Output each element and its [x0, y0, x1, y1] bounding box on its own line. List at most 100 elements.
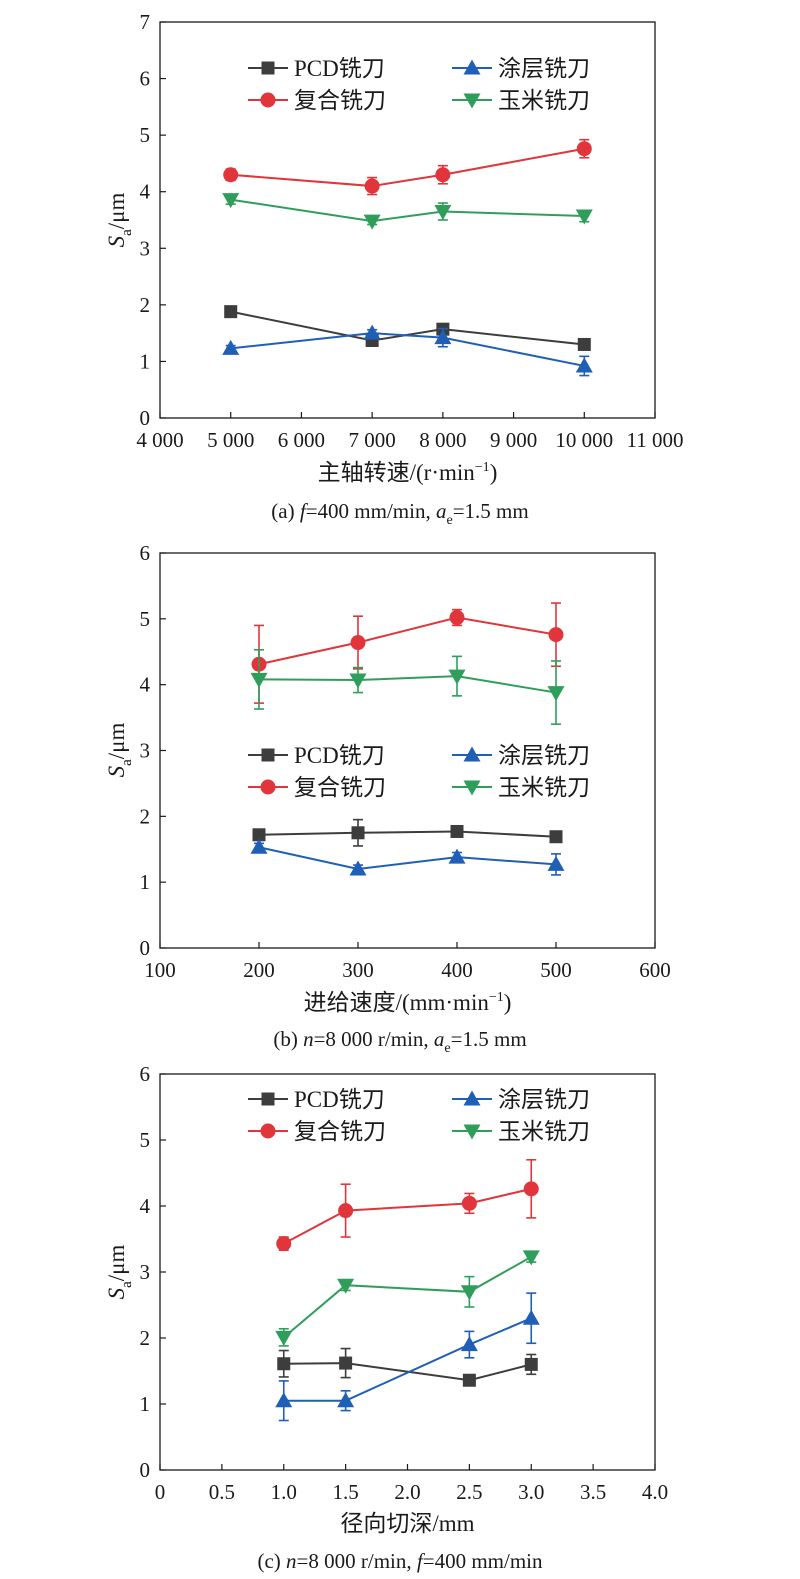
panel-a: 4 000 5 000 6 000 7 000 8 000 9 000 10 000 11 0…: [104, 10, 683, 528]
legend-marker: [260, 779, 276, 795]
y-tick-label: 6: [140, 67, 151, 91]
x-axis-label-superscript: −1: [489, 990, 504, 1005]
caption-var2: f: [417, 1549, 426, 1573]
data-point: [349, 673, 367, 689]
data-point: [450, 824, 464, 838]
legend-marker: [463, 1124, 481, 1140]
y-tick-label: 4: [140, 1194, 151, 1218]
caption-prefix: (c): [257, 1549, 286, 1573]
x-tick-label: 5 000: [207, 428, 254, 452]
y-tick-label: 1: [140, 349, 151, 373]
x-axis-label-text: 主轴转速/(r·min: [318, 460, 476, 485]
data-point: [548, 627, 564, 643]
series-line: [230, 332, 585, 367]
caption-var1: n: [286, 1549, 297, 1573]
y-axis-label-symbol: S: [104, 1287, 129, 1299]
y-axis-label: Sa/μm: [104, 723, 135, 778]
data-point: [250, 838, 268, 854]
caption-mid: =8 000 r/min,: [297, 1549, 417, 1573]
series-4: [222, 193, 593, 230]
data-point: [576, 141, 592, 157]
y-tick-label: 2: [140, 293, 151, 317]
data-point: [222, 339, 240, 355]
caption-mid: =400 mm/min,: [306, 499, 436, 523]
x-axis-label-close: ): [490, 460, 498, 485]
caption-suffix: =1.5 mm: [453, 499, 529, 523]
legend-marker: [463, 780, 481, 796]
caption-suffix: =400 mm/min: [423, 1549, 543, 1573]
y-axis-label-unit: /μm: [104, 193, 129, 230]
x-tick-label: 6 000: [278, 428, 325, 452]
legend-label: 涂层铣刀: [498, 743, 590, 768]
series-line: [258, 846, 557, 871]
y-tick-label: 0: [140, 936, 151, 960]
legend-marker: [260, 92, 276, 108]
y-tick-label: 7: [140, 10, 151, 34]
series-line: [283, 1317, 532, 1402]
y-tick-label: 3: [140, 236, 151, 260]
x-tick-label: 300: [342, 958, 374, 982]
x-axis-label: 进给速度/(mm·min−1): [304, 990, 512, 1015]
legend-label: 复合铣刀: [294, 88, 386, 113]
legend-label: 涂层铣刀: [498, 1087, 590, 1112]
panel-b: 100 200 300 400 500 600 0 1 2 3 4 5 6 进给速度/(mm·min−1)…: [104, 541, 671, 1056]
series-1: [252, 818, 563, 847]
data-point: [449, 610, 465, 626]
data-point: [577, 337, 591, 351]
data-point: [364, 178, 380, 194]
series-line: [230, 147, 585, 188]
data-point: [434, 205, 452, 221]
legend-marker: [463, 1090, 481, 1106]
series-line: [230, 198, 585, 223]
panel-caption: (a) f=400 mm/min, ae=1.5 mm: [271, 499, 528, 528]
y-tick-label: 1: [140, 870, 151, 894]
data-point: [277, 1357, 291, 1371]
y-axis-label-symbol: S: [104, 765, 129, 777]
y-tick-label: 3: [140, 1260, 151, 1284]
legend-label: 复合铣刀: [294, 775, 386, 800]
y-tick-label: 6: [140, 541, 151, 565]
caption-var2: a: [434, 1027, 445, 1051]
data-point: [275, 1392, 293, 1408]
data-point: [524, 1357, 538, 1371]
legend-marker: [463, 746, 481, 762]
x-axis-label: 径向切深/mm: [340, 1511, 474, 1536]
data-point: [349, 860, 367, 876]
x-tick-label: 8 000: [419, 428, 466, 452]
y-tick-label: 5: [140, 607, 151, 631]
caption-var2-subscript: e: [444, 1041, 450, 1056]
data-point: [363, 324, 381, 340]
caption-prefix: (a): [271, 499, 300, 523]
series-3: [276, 1159, 539, 1252]
series-2: [222, 324, 593, 377]
x-tick-label: 3.0: [518, 1480, 544, 1504]
panel-c: 0 0.5 1.0 1.5 2.0 2.5 3.0 3.5 4.0 0 1 2 3 4 5 6 径向切深/mm S…: [104, 1062, 668, 1573]
data-point: [434, 329, 452, 345]
series-2: [250, 838, 565, 876]
caption-mid: =8 000 r/min,: [314, 1027, 434, 1051]
series-1: [277, 1347, 538, 1387]
legend-label: PCD铣刀: [294, 743, 385, 768]
x-tick-label: 7 000: [349, 428, 396, 452]
legend-marker: [261, 748, 275, 762]
data-point: [547, 855, 565, 871]
data-point: [276, 1236, 292, 1252]
caption-var2-subscript: e: [446, 513, 452, 528]
y-tick-label: 4: [140, 180, 151, 204]
x-axis-label-superscript: −1: [475, 460, 490, 475]
x-tick-label: 9 000: [490, 428, 537, 452]
y-tick-label: 5: [140, 1128, 151, 1152]
x-tick-label: 500: [540, 958, 572, 982]
data-point: [522, 1309, 540, 1325]
x-tick-label: 1.5: [333, 1480, 359, 1504]
data-point: [350, 635, 366, 651]
data-point: [522, 1250, 540, 1266]
y-axis-label-unit: /μm: [104, 1245, 129, 1282]
y-axis-label-symbol: S: [104, 235, 129, 247]
series-line: [283, 1255, 532, 1339]
legend-label: 涂层铣刀: [498, 56, 590, 81]
series-line: [258, 830, 557, 838]
legend-label: PCD铣刀: [294, 1087, 385, 1112]
y-axis-label-unit: /μm: [104, 723, 129, 760]
x-tick-label: 0.5: [209, 1480, 235, 1504]
